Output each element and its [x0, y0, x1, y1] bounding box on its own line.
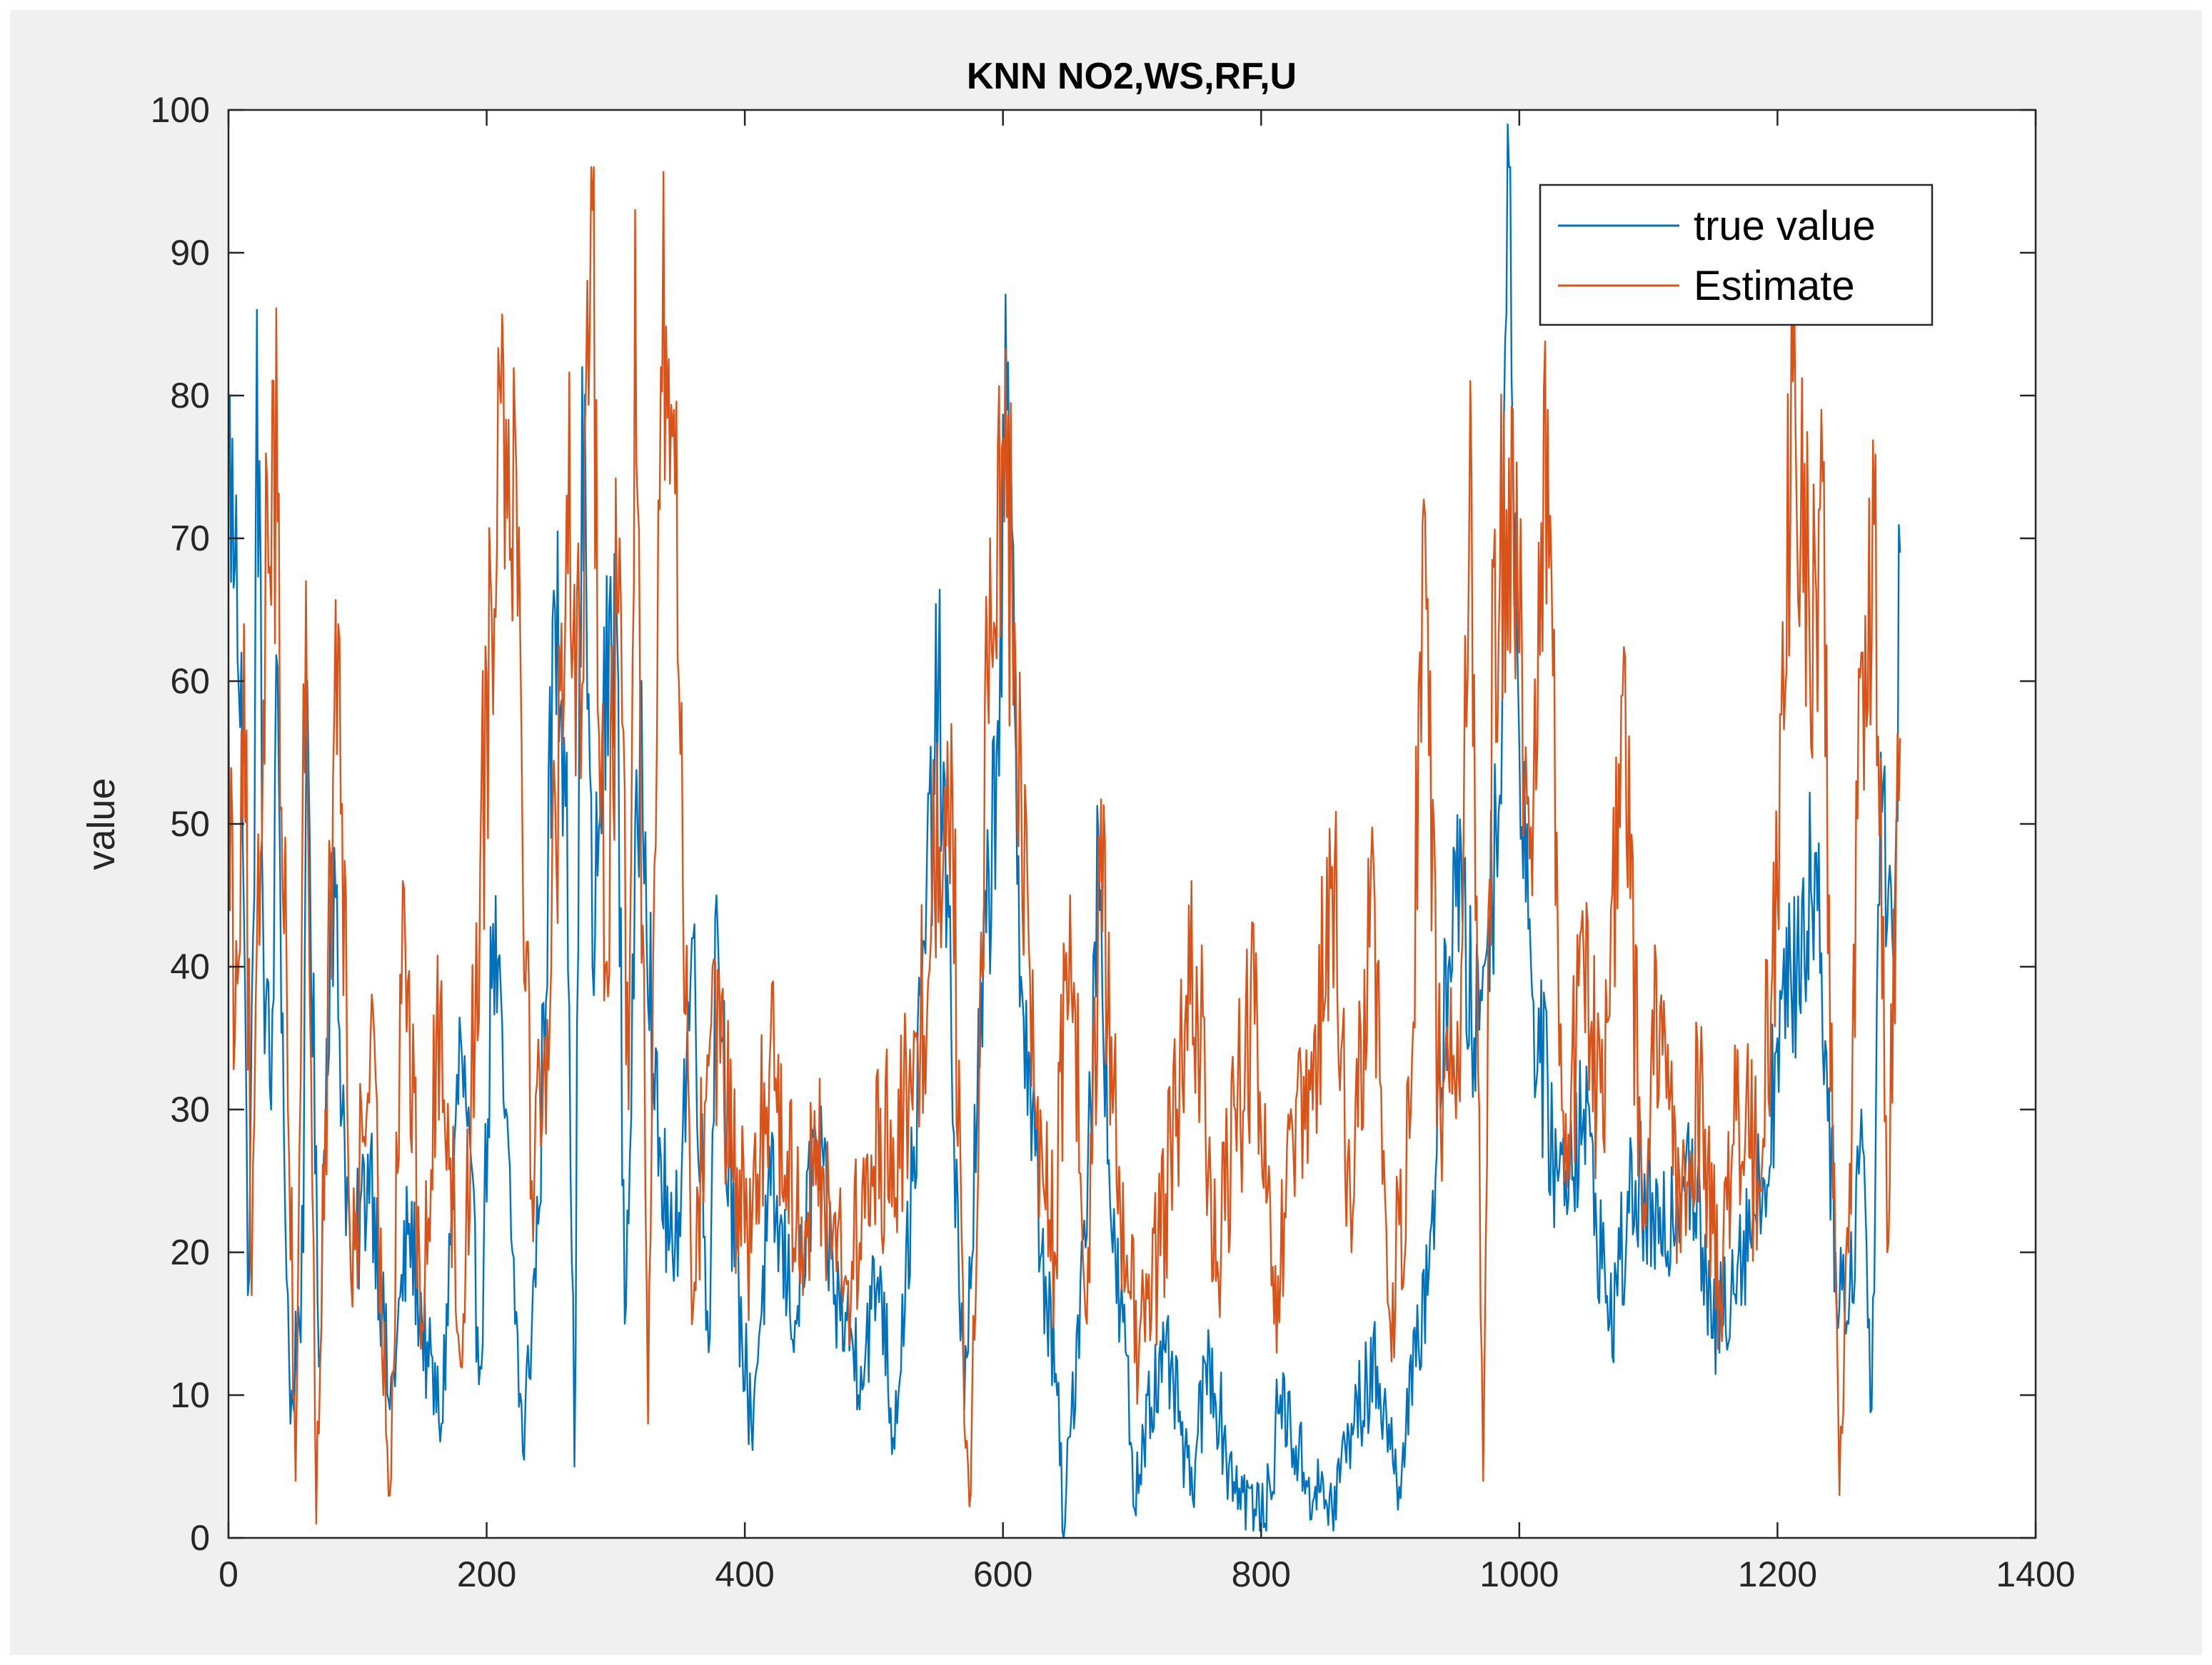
y-tick-label: 70: [170, 518, 210, 558]
y-tick-label: 0: [190, 1518, 210, 1558]
y-tick-label: 100: [151, 90, 210, 130]
x-tick-label: 600: [973, 1554, 1032, 1594]
legend-box: [1539, 183, 1934, 326]
chart-title: KNN NO2,WS,RF,U: [967, 56, 1297, 97]
x-tick-label: 1200: [1738, 1554, 1817, 1594]
legend-label-true-value: true value: [1694, 203, 1876, 249]
x-tick-label: 800: [1232, 1554, 1291, 1594]
ticks-layer: 0 200 400 600 800 1000 1200 1400 0 10 20 30 40 50 60 70…: [151, 90, 2076, 1594]
x-tick-label: 0: [218, 1554, 238, 1594]
plot-area: [228, 110, 2036, 1538]
y-tick-label: 30: [170, 1090, 210, 1130]
y-axis-label: value: [80, 778, 123, 870]
x-tick-label: 1000: [1479, 1554, 1559, 1594]
y-tick-label: 80: [170, 376, 210, 416]
legend[interactable]: true value Estimate: [1539, 183, 1934, 326]
y-tick-label: 10: [170, 1375, 210, 1415]
y-tick-label: 60: [170, 661, 210, 701]
series-line-estimate: [227, 166, 1901, 1525]
legend-label-estimate: Estimate: [1694, 263, 1855, 309]
y-tick-label: 90: [170, 233, 210, 273]
series-line-true-value: [227, 123, 1901, 1539]
y-tick-label: 50: [170, 804, 210, 844]
x-tick-label: 200: [457, 1554, 516, 1594]
series-layer: [227, 123, 1901, 1539]
y-tick-label: 40: [170, 947, 210, 987]
x-tick-label: 1400: [1996, 1554, 2075, 1594]
y-tick-label: 20: [170, 1232, 210, 1272]
x-tick-label: 400: [715, 1554, 774, 1594]
